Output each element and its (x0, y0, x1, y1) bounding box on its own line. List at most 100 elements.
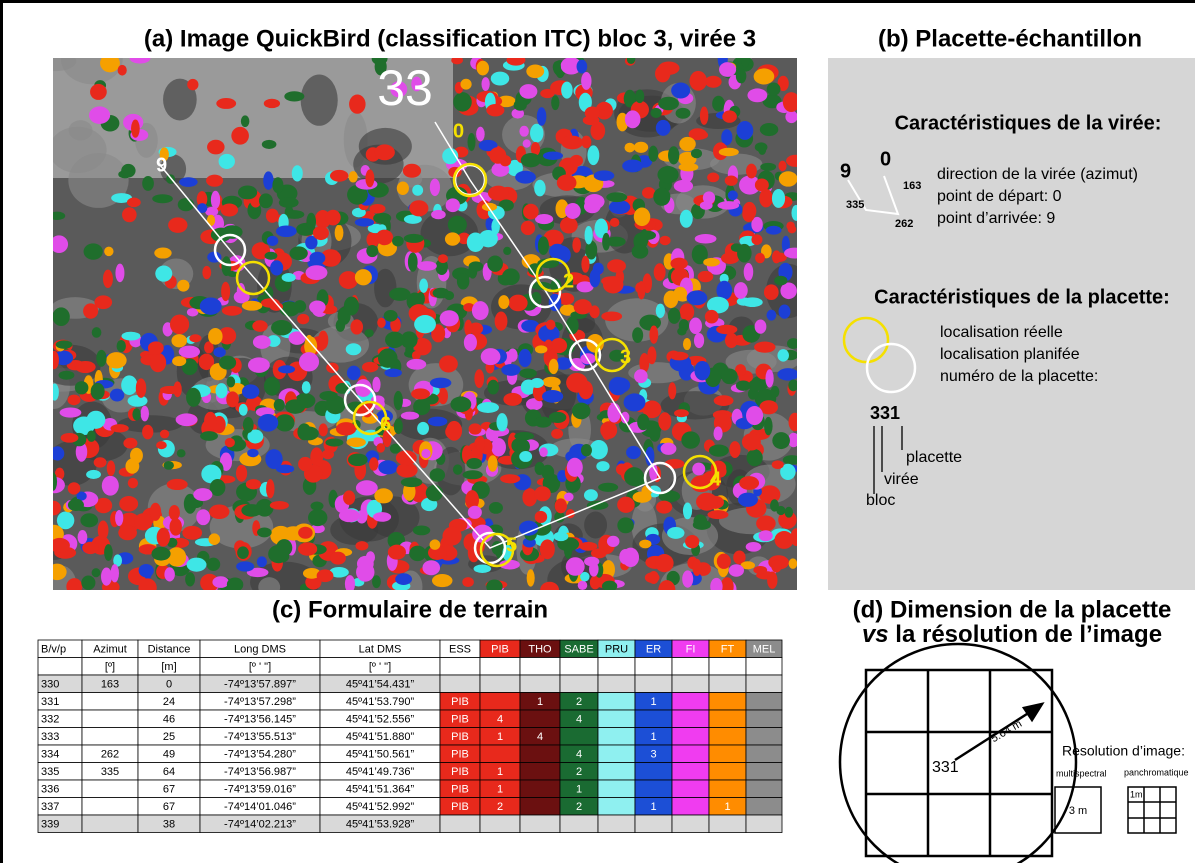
canopy (487, 380, 499, 395)
canopy (68, 482, 81, 494)
canopy (787, 338, 800, 349)
canopy (635, 89, 644, 103)
canopy (689, 318, 702, 335)
canopy (208, 328, 222, 345)
canopy (606, 192, 627, 202)
canopy (319, 423, 328, 436)
canopy (378, 348, 398, 367)
panel-b-title: (b) Placette-échantillon (878, 25, 1142, 52)
canopy (266, 479, 274, 498)
canopy (705, 76, 722, 88)
map-label: 33 (377, 60, 433, 116)
canopy (306, 213, 316, 230)
canopy (349, 171, 358, 182)
canopy (406, 359, 426, 370)
table-cell (480, 658, 520, 676)
canopy (742, 207, 755, 222)
canopy (413, 525, 430, 535)
cell-text: PIB (451, 766, 469, 778)
canopy (169, 518, 181, 536)
canopy (673, 287, 687, 301)
texture (258, 577, 280, 597)
table-cell (520, 675, 560, 693)
canopy (119, 496, 138, 512)
canopy (719, 148, 739, 156)
canopy (634, 208, 651, 227)
canopy (526, 65, 544, 79)
canopy (551, 95, 559, 110)
canopy (736, 380, 751, 390)
canopy (695, 234, 717, 244)
canopy (101, 567, 112, 585)
canopy (179, 177, 198, 187)
table-cell (635, 710, 672, 728)
canopy (308, 509, 327, 526)
legend-line: localisation réelle (940, 324, 1063, 341)
table-cell (746, 693, 782, 711)
canopy (719, 62, 736, 77)
table-cell (598, 728, 635, 746)
canopy (676, 108, 691, 119)
canopy (56, 340, 73, 349)
canopy (566, 557, 585, 576)
canopy (694, 333, 704, 348)
canopy (170, 314, 189, 334)
table-cell (598, 693, 635, 711)
canopy (349, 94, 366, 113)
table-cell (560, 675, 598, 693)
cell-text: 2 (576, 766, 582, 778)
canopy (777, 349, 789, 361)
canopy (474, 565, 492, 573)
canopy (785, 507, 793, 518)
canopy (632, 327, 643, 343)
canopy (150, 353, 166, 372)
canopy (488, 186, 509, 201)
cell-text: 67 (163, 801, 175, 813)
table-cell (672, 798, 709, 816)
table-cell (38, 658, 82, 676)
cell-text: 2 (497, 801, 503, 813)
canopy (453, 92, 471, 112)
canopy (121, 375, 137, 395)
table-cell (82, 710, 138, 728)
canopy (683, 338, 691, 350)
canopy (647, 346, 656, 364)
canopy (46, 501, 61, 516)
canopy (385, 332, 404, 348)
canopy (134, 513, 152, 530)
canopy (272, 177, 283, 193)
table-cell (746, 815, 782, 833)
canopy (776, 506, 785, 515)
cell-text: Azimut (93, 644, 127, 656)
canopy (764, 284, 779, 300)
canopy (374, 144, 395, 160)
canopy (139, 564, 154, 577)
canopy (401, 412, 419, 420)
canopy (584, 557, 599, 567)
canopy (384, 369, 401, 378)
canopy (476, 127, 485, 142)
cell-text: [º] (105, 661, 115, 673)
canopy (132, 408, 140, 420)
canopy (500, 474, 520, 483)
table-cell (560, 815, 598, 833)
canopy (48, 564, 67, 581)
canopy (602, 581, 617, 592)
canopy (136, 378, 146, 398)
texture (49, 127, 107, 173)
canopy (506, 55, 525, 66)
canopy (117, 340, 126, 352)
cell-text: 45º41’53.790” (346, 696, 415, 708)
canopy (468, 543, 480, 563)
canopy (551, 338, 567, 353)
canopy (747, 449, 763, 466)
table-cell (598, 815, 635, 833)
cell-text: 45º41’52.556” (346, 714, 415, 726)
canopy (754, 342, 775, 353)
canopy (693, 514, 707, 528)
table-cell (480, 815, 520, 833)
canopy (86, 470, 101, 479)
table-cell (560, 658, 598, 676)
canopy (519, 451, 532, 462)
canopy (357, 556, 374, 572)
